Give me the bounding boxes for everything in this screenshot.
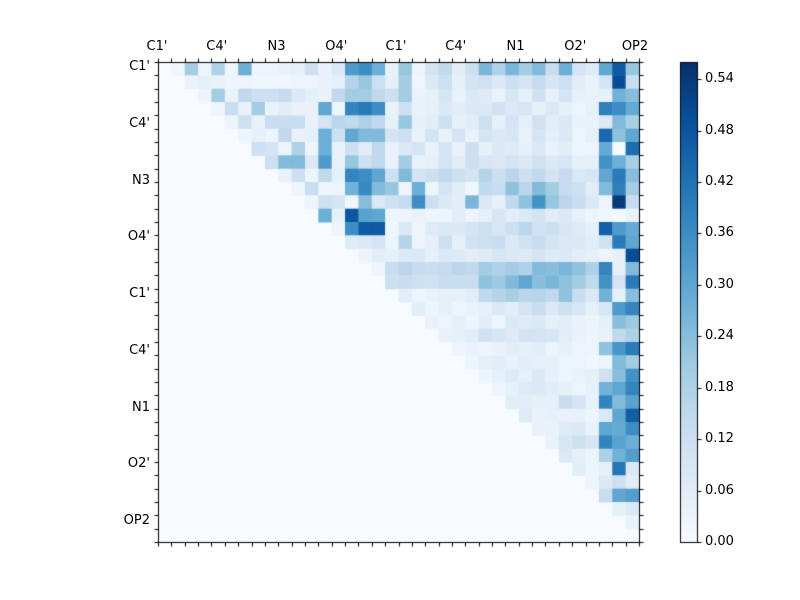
y-tick-label: C4' [129, 115, 150, 131]
colorbar-tick-label: 0.06 [705, 482, 734, 498]
y-tick-label: C1' [129, 59, 150, 74]
colorbar-tick-label: 0.36 [705, 225, 734, 241]
colorbar-tick-label: 0.00 [705, 534, 734, 549]
y-tick-label: C1' [129, 286, 150, 301]
y-tick-label: C4' [129, 342, 150, 358]
colorbar-tick-label: 0.24 [705, 328, 734, 344]
colorbar-tick-label: 0.42 [705, 174, 734, 189]
colorbar-tick-label: 0.54 [705, 71, 734, 87]
x-tick-label: OP2 [621, 39, 649, 54]
y-tick-label: N3 [132, 172, 150, 188]
x-tick-label: O4' [325, 39, 348, 54]
colorbar-tick-label: 0.30 [705, 276, 734, 292]
x-tick-label: C4' [445, 39, 467, 54]
colorbar-tick-label: 0.48 [705, 122, 734, 138]
y-tick-label: O2' [127, 456, 150, 472]
x-tick-label: C1' [385, 39, 407, 54]
y-tick-label: N1 [132, 399, 150, 415]
x-tick-label: C4' [206, 39, 228, 54]
x-tick-label: C1' [146, 39, 168, 54]
y-tick-label: OP2 [123, 513, 150, 528]
x-tick-label: O2' [564, 39, 587, 54]
x-tick-label: N1 [506, 39, 525, 54]
x-tick-label: N3 [267, 39, 286, 54]
y-tick-label: O4' [127, 229, 150, 245]
colorbar-tick-label: 0.18 [705, 379, 734, 395]
colorbar-tick-label: 0.12 [705, 431, 734, 447]
